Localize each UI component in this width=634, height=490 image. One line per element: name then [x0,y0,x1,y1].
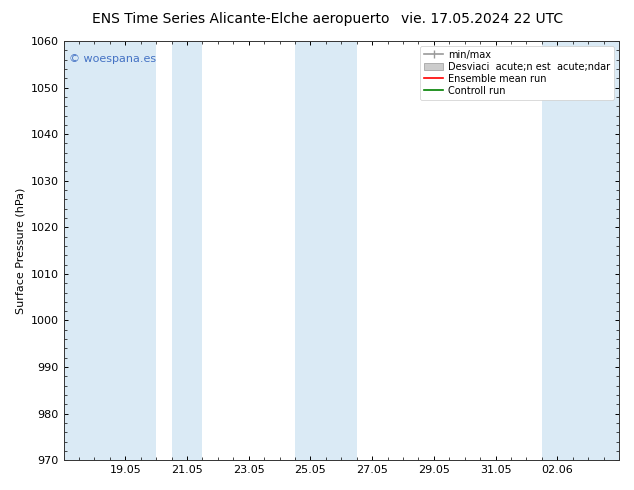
Text: © woespana.es: © woespana.es [69,53,156,64]
Bar [542,41,619,460]
Bar [63,41,156,460]
Bar [172,41,202,460]
Text: ENS Time Series Alicante-Elche aeropuerto: ENS Time Series Alicante-Elche aeropuert… [92,12,390,26]
Y-axis label: Surface Pressure (hPa): Surface Pressure (hPa) [15,187,25,314]
Text: vie. 17.05.2024 22 UTC: vie. 17.05.2024 22 UTC [401,12,563,26]
Bar [295,41,357,460]
Legend: min/max, Desviaci  acute;n est  acute;ndar, Ensemble mean run, Controll run: min/max, Desviaci acute;n est acute;ndar… [420,46,614,99]
